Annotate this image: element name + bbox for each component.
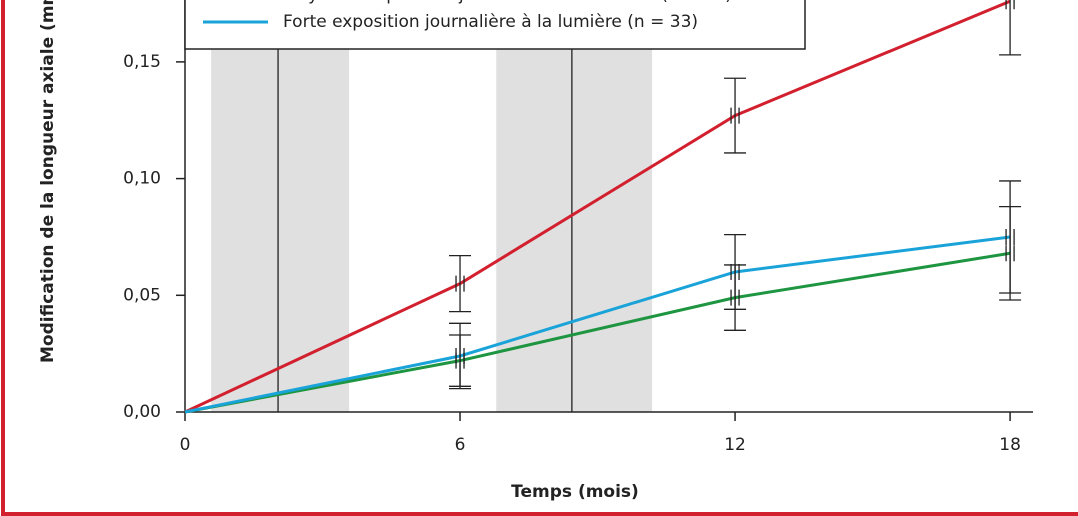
y-tick-label: 0,00: [123, 402, 161, 422]
series-line: [184, 0, 1011, 414]
y-axis-title: Modification de la longueur axiale (mm): [38, 0, 58, 363]
x-axis-title: Temps (mois): [511, 482, 639, 502]
error-bar: [999, 0, 1022, 56]
x-tick-label: 18: [999, 435, 1021, 455]
shaded-region: [211, 0, 350, 412]
y-tick-label: 0,05: [123, 285, 161, 305]
x-tick-label: 6: [455, 435, 466, 455]
error-bar: [449, 254, 472, 313]
y-tick-label: 0,10: [123, 169, 161, 189]
x-tick-label: 0: [180, 435, 191, 455]
legend-label: Moyenne exposition journalière à la lumi…: [283, 0, 732, 5]
shaded-region: [496, 0, 653, 412]
error-bar: [449, 322, 472, 390]
series-line: [184, 235, 1011, 414]
legend-label: Forte exposition journalière à la lumièr…: [283, 12, 698, 32]
y-tick-label: 0,15: [123, 52, 161, 72]
error-bar: [999, 180, 1022, 294]
error-bar: [724, 77, 747, 154]
series-line: [184, 251, 1011, 414]
x-tick-label: 12: [724, 435, 746, 455]
error-bar: [724, 233, 747, 310]
legend-box: [184, 0, 806, 50]
